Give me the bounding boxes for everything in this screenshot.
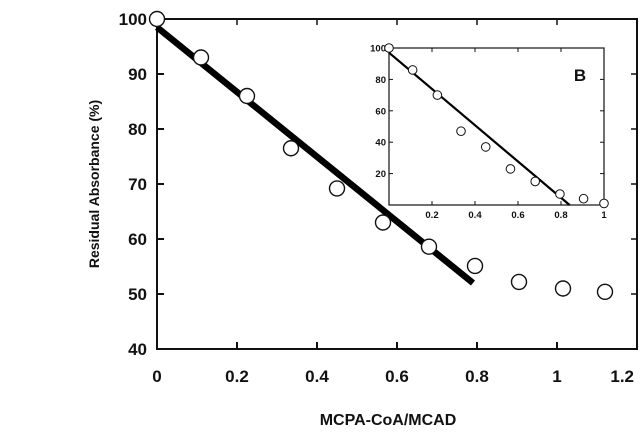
x-tick-label: 1.2 [610, 367, 634, 386]
x-tick-label: 0.8 [465, 367, 489, 386]
inset-x-tick-label: 1 [601, 210, 607, 221]
inset-frame [388, 47, 605, 206]
inset-data-point [456, 126, 466, 137]
x-axis-title: MCPA-CoA/MCAD [320, 412, 457, 429]
inset-data-point [432, 90, 443, 100]
inset-data-point [407, 65, 418, 75]
inset-data-point [480, 142, 491, 152]
y-tick-label: 70 [128, 175, 147, 194]
fit-line [154, 24, 476, 286]
y-tick-label: 60 [128, 230, 147, 249]
data-point [374, 214, 392, 231]
inset-y-tick-label: 40 [375, 138, 386, 149]
inset-y-tick-label: 100 [370, 44, 386, 55]
data-point [420, 238, 438, 255]
data-point [328, 180, 346, 197]
inset-y-tick-label: 20 [375, 169, 386, 180]
inset-data-point [384, 43, 394, 53]
inset-data-point [505, 164, 516, 174]
data-point [510, 273, 528, 291]
inset-panel-label: B [574, 66, 586, 85]
inset-x-tick-label: 0.2 [425, 210, 438, 221]
inset-data-point [530, 176, 541, 187]
y-tick-label: 100 [119, 10, 147, 29]
inset-x-tick-label: 0.6 [511, 210, 524, 221]
y-tick-label: 80 [128, 120, 147, 139]
main-panel: 40 50 60 70 80 90 100 0 0.2 0.4 0.6 0.8 1 1.2 MCPA-CoA… [86, 10, 638, 429]
y-tick-label: 50 [128, 285, 147, 304]
inset-y-tick-label: 80 [375, 75, 386, 86]
x-tick-label: 0.6 [385, 367, 409, 386]
inset-data-point [599, 198, 609, 209]
x-tick-label: 0.2 [225, 367, 249, 386]
y-tick-label: 90 [128, 65, 147, 84]
inset-panel: 20 40 60 80 100 0.2 0.4 0.6 0.8 1 B [370, 43, 609, 221]
y-tick-label: 40 [128, 340, 147, 359]
data-point [192, 49, 210, 66]
inset-data-point [578, 193, 589, 204]
inset-y-tick-label: 60 [375, 106, 386, 117]
x-tick-label: 1 [552, 367, 561, 386]
data-point [596, 283, 614, 300]
inset-data-point [555, 189, 565, 199]
x-tick-label: 0.4 [305, 367, 329, 386]
data-point [238, 87, 256, 105]
inset-x-tick-label: 0.4 [468, 210, 482, 221]
inset-x-tick-label: 0.8 [554, 210, 567, 221]
x-tick-label: 0 [152, 367, 161, 386]
data-point [148, 10, 166, 28]
data-point [554, 280, 572, 297]
y-axis-title: Residual Absorbance (%) [86, 100, 102, 268]
data-point [282, 140, 300, 157]
data-point [466, 257, 484, 275]
